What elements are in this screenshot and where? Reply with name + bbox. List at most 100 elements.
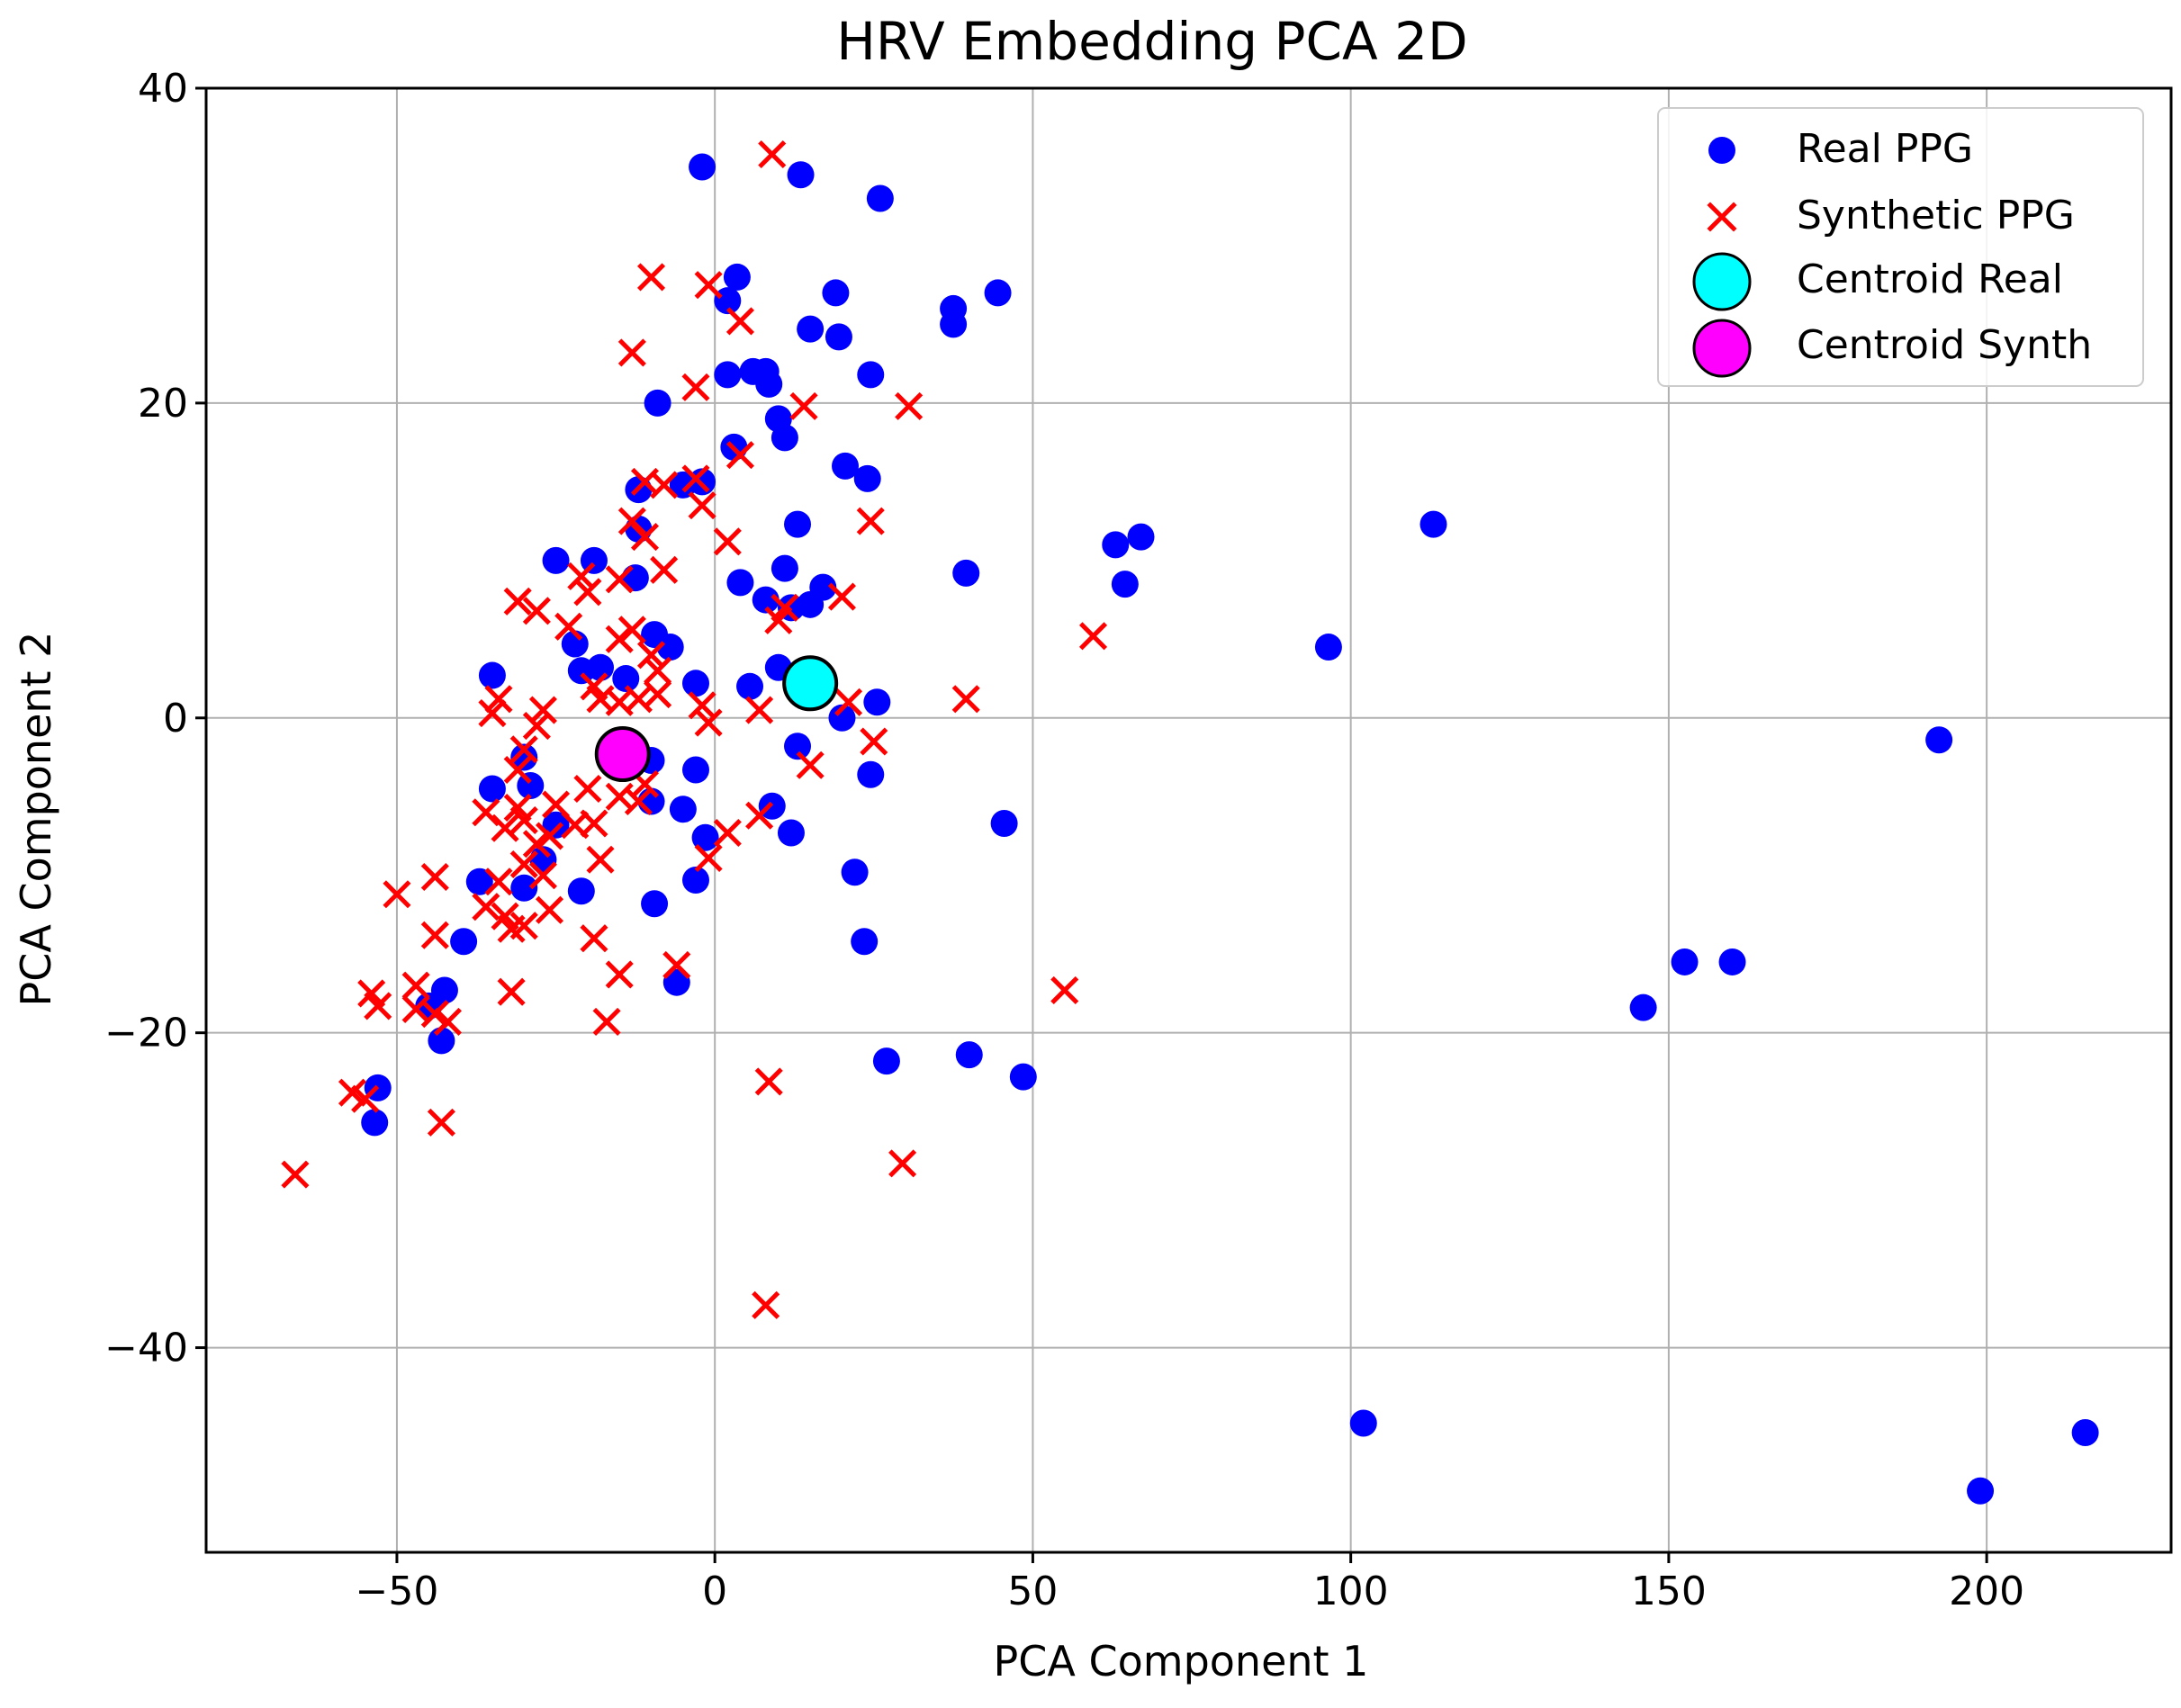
real-ppg-point [1314,634,1342,661]
synthetic-ppg-point [535,895,564,924]
real-ppg-point [587,653,615,681]
synthetic-ppg-point [554,612,583,641]
synthetic-ppg-point [617,338,646,367]
real-ppg-point [714,287,742,315]
synthetic-ppg-point [745,801,774,830]
synthetic-ppg-point [764,606,793,634]
axis-ticks: −50 0 50 100 150 200 −40 −20 0 20 40 [104,66,2024,1614]
synthetic-ppg-point [484,685,513,714]
real-ppg-point [984,279,1012,307]
real-ppg-point [681,670,709,697]
synthetic-ppg-point [694,843,723,873]
synthetic-ppg-point [472,798,500,827]
synthetic-ppg-point [681,464,710,493]
real-ppg-point [656,634,684,661]
real-ppg-point [478,661,506,689]
real-ppg-point [787,161,815,189]
synthetic-ppg-point [509,805,538,835]
synthetic-ppg-point [771,593,799,622]
real-ppg-point [1718,948,1746,975]
real-ppg-point [681,756,709,784]
real-ppg-point [669,796,697,823]
legend-centroid-synth-label: Centroid Synth [1797,322,2092,368]
real-ppg-point [465,867,493,895]
synthetic-ppg-point [338,1078,367,1107]
real-ppg-point [853,464,881,492]
real-ppg-point [863,688,891,716]
synthetic-ppg-point [491,814,519,842]
y-axis-label: PCA Component 2 [12,632,60,1007]
chart-title: HRV Embedding PCA 2D [836,11,1467,72]
synthetic-ppg-point [509,912,538,940]
synthetic-ppg-point [650,471,679,499]
synthetic-ppg-point [567,562,596,590]
synthetic-ppg-point [401,971,430,1000]
synthetic-ppg-point [351,1084,380,1113]
real-ppg-point [872,1047,900,1075]
synthetic-ppg-point [503,755,532,785]
synthetic-ppg-point [433,1007,462,1036]
x-tick-label: 200 [1949,1569,2024,1614]
y-tick-label: −40 [104,1326,188,1371]
synthetic-ppg-point [650,555,679,584]
synthetic-ppg-point [528,696,557,724]
synthetic-ppg-point [888,1149,917,1178]
legend-synthetic-ppg-marker [1707,202,1737,232]
synthetic-ppg-point [694,271,723,300]
synthetic-ppg-point [624,787,653,816]
synthetic-ppg-point [586,845,615,874]
real-ppg-point [2071,1419,2099,1447]
real-ppg-point [752,586,780,614]
real-ppg-point [1127,523,1155,551]
y-tick-label: 0 [163,696,188,742]
synthetic-ppg-point [688,491,716,520]
real-ppg-point [940,310,968,338]
plot-frame [204,86,2173,1554]
synthetic-ppg-point [605,960,634,989]
real-ppg-point [797,315,825,343]
real-ppg-point [1419,510,1447,538]
synthetic-ppg-point [662,950,691,979]
synthetic-ppg-point [357,979,386,1008]
synthetic-ppg-point [580,672,608,701]
legend: Real PPG Synthetic PPG Centroid Real Cen… [1657,107,2144,387]
synthetic-ppg-point [605,565,634,594]
synthetic-ppg-point [694,708,723,737]
synthetic-ppg-point [497,977,526,1006]
synthetic-ppg-point [630,523,660,552]
synthetic-ppg-point [827,582,857,611]
data-points [281,139,2099,1505]
real-ppg-point [755,370,783,398]
synthetic-ppg-point [528,861,557,890]
real-ppg-point [641,890,669,918]
synthetic-ppg-point [713,818,742,848]
centroid-real-point [782,655,839,712]
x-axis-label: PCA Component 1 [994,1637,1369,1686]
real-ppg-point [857,361,885,389]
synthetic-ppg-point [644,656,672,685]
legend-centroid-real-marker [1692,252,1752,311]
synthetic-ppg-point [856,507,885,535]
synthetic-ppg-point [758,139,787,169]
synthetic-ppg-point [617,616,646,644]
real-ppg-point [478,775,506,803]
synthetic-ppg-point [281,1160,310,1189]
synthetic-ppg-point [535,822,564,850]
x-tick-label: 100 [1313,1569,1389,1614]
real-ppg-point [1102,531,1130,559]
synthetic-ppg-point [860,727,888,756]
synthetic-ppg-point [509,850,538,879]
synthetic-ppg-point [895,391,924,420]
synthetic-ppg-point [522,597,551,625]
x-tick-label: −50 [356,1569,439,1614]
real-ppg-point [1925,726,1953,754]
real-ppg-point [691,823,719,851]
real-ppg-point [361,1109,389,1137]
synthetic-ppg-point [796,751,825,779]
synthetic-ppg-point [754,1067,783,1096]
centroid-synth-point [594,726,651,783]
real-ppg-point [612,665,640,693]
synthetic-ppg-point [427,1108,455,1137]
x-tick-label: 150 [1631,1569,1707,1614]
real-ppg-point [1629,993,1657,1021]
